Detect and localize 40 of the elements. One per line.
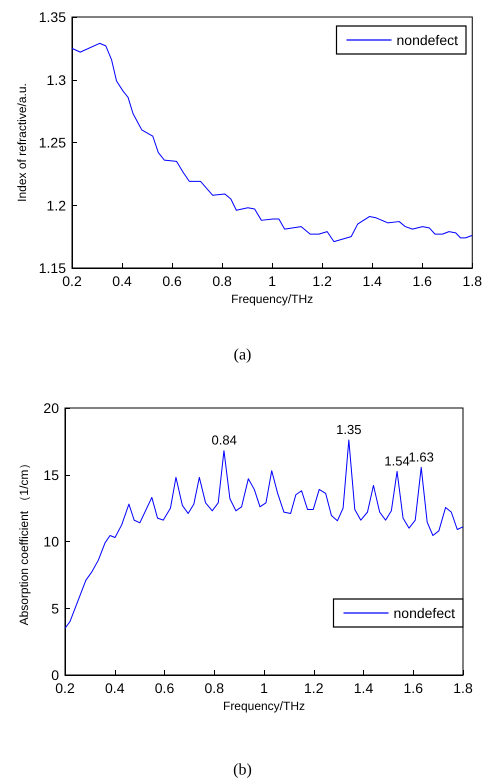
y-tick-label: 1.35: [38, 9, 66, 25]
x-tick-label: 1.6: [412, 273, 432, 289]
x-tick-label: 0.6: [162, 273, 182, 289]
x-tick-label: 0.4: [105, 680, 125, 696]
x-tick-label: 0.8: [204, 680, 224, 696]
x-axis-title: Frequency/THz: [231, 292, 314, 306]
text: (a): [234, 346, 252, 364]
x-tick-label: 0.2: [55, 680, 75, 696]
annotation: 0.84: [212, 432, 237, 448]
x-tick-label: 1.4: [354, 680, 374, 696]
annotation: 1.54: [384, 453, 410, 468]
x-tick-label: 0.6: [154, 680, 174, 696]
y-tick-label: 1.25: [38, 134, 66, 150]
y-tick-label: 1.15: [38, 260, 66, 276]
x-tick-label: 0.2: [62, 273, 82, 289]
x-tick-label: 1.6: [404, 680, 424, 696]
legend-label: nondefect: [396, 32, 458, 48]
x-tick-label: 1: [260, 680, 268, 696]
annotation: 1.35: [336, 422, 362, 438]
y-tick-label: 20: [43, 400, 60, 416]
x-tick-label: 1.2: [312, 273, 332, 289]
y-tick-label: 1.2: [46, 197, 66, 214]
y-tick-label: 0: [51, 667, 60, 683]
x-tick-label: 0.8: [212, 273, 232, 289]
x-tick-label: 1.4: [362, 273, 382, 289]
x-axis-title: Frequency/THz: [222, 698, 306, 713]
x-tick-label: 1.8: [462, 273, 482, 289]
y-tick-label: 1.3: [46, 72, 66, 88]
legend-label: nondefect: [394, 605, 456, 621]
x-tick-label: 1.2: [304, 680, 324, 696]
y-tick-label: 15: [43, 466, 60, 483]
x-tick-label: 1: [268, 273, 276, 289]
x-tick-label: 1.8: [453, 680, 473, 696]
y-axis-title: Index of refractive/a.u.: [14, 83, 29, 202]
x-tick-label: 0.4: [112, 273, 132, 289]
y-tick-label: 10: [43, 534, 60, 550]
y-axis-title: Absorption coefficient （1/cm）: [17, 458, 31, 626]
text: (b): [233, 762, 252, 778]
annotation: 1.63: [408, 449, 434, 464]
y-tick-label: 5: [51, 600, 60, 616]
